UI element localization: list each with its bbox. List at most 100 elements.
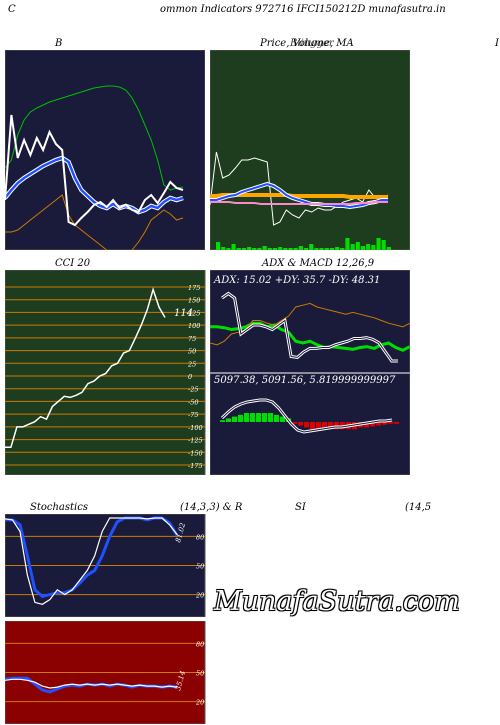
macd-histogram-bar	[262, 413, 268, 422]
price-ma-title: Price, Volume, MA	[260, 38, 354, 49]
rsi-params: (14,5	[405, 502, 432, 513]
macd-histogram-bar	[310, 422, 316, 430]
bb-upper-band-line	[5, 85, 184, 191]
volume-bar	[324, 248, 329, 250]
cci-tick-label: 25	[187, 360, 196, 368]
pm-ma-pink-line	[210, 201, 388, 205]
cci-plot-area	[5, 270, 206, 475]
macd-histogram-bar	[250, 413, 256, 422]
cci-tick-label: 150	[188, 297, 200, 305]
cci-chart: 175 150 125 100 75 50 25 0 -25 -50 -75 -100 -125 -150…	[5, 270, 206, 475]
volume-bar	[371, 245, 376, 250]
macd-histogram-bar	[370, 422, 376, 427]
cci-tick-label: 0	[188, 373, 192, 381]
macd-histogram-bar	[304, 422, 310, 428]
pm-price-line	[210, 151, 389, 226]
rsi-rsi-white-line	[5, 678, 178, 689]
volume-bar	[247, 247, 252, 250]
volume-bar	[241, 248, 246, 250]
macd-histogram-bar	[298, 422, 304, 426]
cci-current-label: 114	[174, 308, 193, 319]
pm-ma-blue-line	[210, 182, 388, 209]
volume-bar	[350, 244, 355, 250]
header-title: ommon Indicators 972716 IFCI150212D muna…	[160, 4, 446, 15]
macd-histogram-bar	[244, 413, 250, 422]
macd-histogram-bar	[322, 422, 328, 430]
cci-tick-label: 50	[188, 348, 196, 356]
stochastics-k-line	[5, 516, 179, 599]
volume-bar	[278, 247, 283, 250]
volume-bar	[345, 238, 350, 250]
volume-bar	[304, 248, 309, 250]
volume-bar	[381, 240, 386, 250]
volume-bar	[272, 248, 277, 250]
cci-tick-label: -25	[188, 386, 198, 394]
bollinger-title: B	[55, 38, 63, 49]
bollinger-plot-area	[5, 50, 205, 250]
adx-macd-chart: ADX: 15.02 +DY: 35.7 -DY: 48.31 5097.38,…	[210, 270, 410, 475]
volume-bar	[314, 248, 319, 250]
adx-macd-title: ADX & MACD 12,26,9	[262, 258, 375, 269]
rsi-tick-label: 50	[196, 670, 204, 678]
cci-tick-label: 75	[188, 335, 196, 343]
cci-tick-label: -50	[188, 398, 198, 406]
volume-bar	[366, 244, 371, 250]
adx-line-inner	[221, 292, 398, 362]
macd-readout: 5097.38, 5091.56, 5.819999999997	[214, 375, 396, 386]
header-left-letter: C	[8, 4, 16, 15]
macd-line-inner	[221, 399, 393, 433]
volume-bar	[355, 242, 360, 250]
price-ma-plot-area	[210, 50, 410, 250]
macd-histogram-bar	[328, 422, 334, 430]
price-ma-overlay-title: Blingger	[290, 38, 334, 49]
macd-histogram-bar	[238, 414, 244, 422]
adx-plus-di-line	[210, 321, 410, 352]
macd-histogram-bar	[316, 422, 322, 430]
macd-histogram-bar	[382, 422, 388, 425]
macd-histogram-bar	[268, 413, 274, 422]
volume-bar	[340, 248, 345, 250]
stochastics-tick-label: 50	[196, 563, 204, 571]
bollinger-chart	[5, 50, 205, 250]
volume-bar	[360, 246, 365, 250]
volume-bar	[221, 247, 226, 250]
volume-bar	[335, 247, 340, 250]
volume-bar	[329, 248, 334, 250]
volume-bar	[376, 238, 381, 250]
stochastics-d-line	[5, 517, 178, 605]
rsi-title: SI	[295, 502, 306, 513]
macd-histogram-bar	[280, 416, 286, 422]
bb-middle-band-line	[5, 156, 184, 214]
stochastics-tick-label: 20	[195, 592, 204, 600]
cci-tick-label: 175	[188, 284, 200, 292]
macd-histogram-bar	[232, 416, 238, 422]
macd-histogram-bar	[364, 422, 370, 428]
volume-bar	[309, 244, 314, 250]
rsi-tick-label: 20	[195, 699, 204, 707]
header-right-letter: I	[495, 38, 499, 49]
macd-histogram-bar	[292, 422, 298, 424]
macd-histogram-bar	[394, 422, 400, 424]
volume-bar	[216, 242, 221, 250]
volume-bar	[293, 248, 298, 250]
cci-tick-label: -75	[188, 411, 198, 419]
macd-histogram-bar	[226, 418, 232, 422]
stochastics-title: Stochastics	[30, 502, 88, 513]
macd-histogram-bar	[376, 422, 382, 426]
cci-tick-label: -100	[188, 424, 203, 432]
volume-bar	[319, 248, 324, 250]
macd-histogram-bar	[220, 420, 226, 422]
cci-tick-label: 100	[188, 322, 200, 330]
volume-bar	[252, 248, 257, 250]
volume-bar	[267, 248, 272, 250]
cci-title: CCI 20	[55, 258, 91, 269]
cci-tick-label: -175	[188, 462, 203, 470]
stochastics-params: (14,3,3) & R	[180, 502, 243, 513]
rsi-tick-label: 80	[196, 640, 204, 648]
macd-histogram-bar	[274, 414, 280, 422]
cci-tick-label: 125	[188, 309, 200, 317]
volume-bar	[288, 248, 293, 250]
cci-line	[5, 286, 166, 448]
